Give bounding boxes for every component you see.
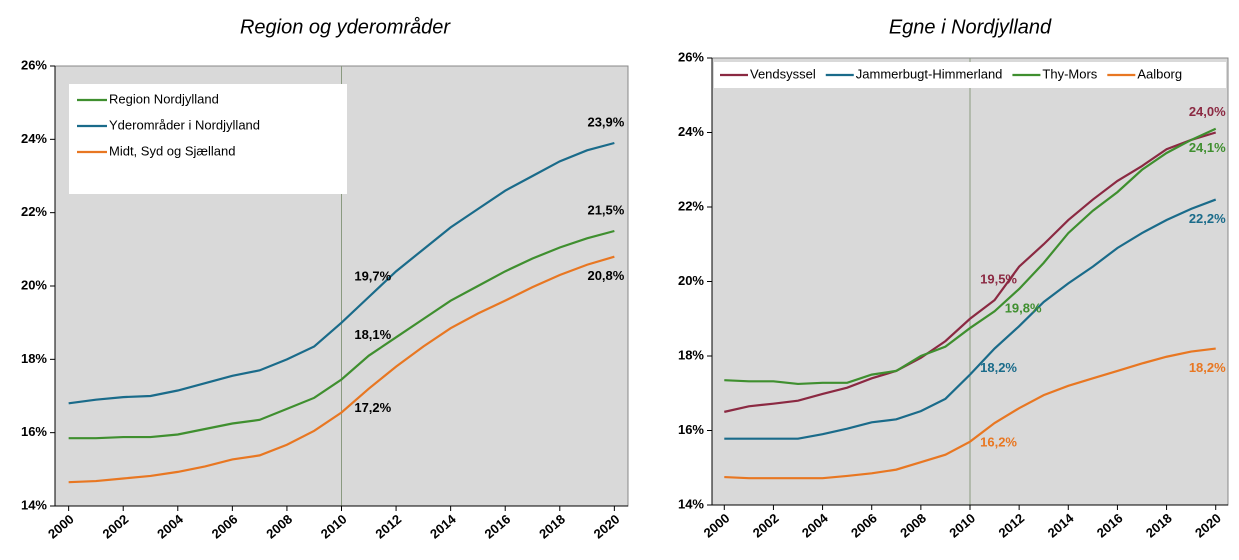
x-tick-label: 2020 [1192,510,1224,540]
x-tick-label: 2008 [263,511,295,541]
value-label: 24,1% [1189,140,1226,155]
x-tick-label: 2016 [1094,510,1126,540]
y-tick-label: 20% [678,273,704,288]
y-tick-label: 16% [21,424,47,439]
x-tick-label: 2002 [100,511,132,541]
x-tick-label: 2004 [154,511,186,542]
series-line [724,347,1216,480]
x-tick-label: 2020 [591,511,623,541]
x-tick-label: 2016 [482,511,514,541]
value-label: 19,8% [1005,300,1042,315]
x-tick-label: 2010 [318,511,350,541]
value-label: 16,2% [980,434,1017,449]
legend-label: Region Nordjylland [109,91,219,106]
series-line [724,198,1217,440]
value-label: 21,5% [587,202,624,217]
value-label: 24,0% [1189,104,1226,119]
x-tick-label: 2014 [1045,510,1077,541]
y-tick-label: 26% [678,49,704,64]
value-label: 22,2% [1189,211,1226,226]
y-tick-label: 20% [21,277,47,292]
series-line [724,127,1217,386]
value-label: 23,9% [587,114,624,129]
legend-box [69,84,347,194]
x-tick-label: 2012 [995,510,1027,540]
legend-label: Vendsyssel [750,66,816,81]
legend-box [714,62,1226,88]
x-tick-label: 2006 [209,511,241,541]
chart-title: Egne i Nordjylland [889,16,1052,38]
legend-label: Thy-Mors [1042,66,1097,81]
y-tick-label: 22% [21,204,47,219]
series-line [724,131,1217,413]
y-tick-label: 22% [678,198,704,213]
value-label: 19,5% [980,272,1017,287]
series-line [68,229,615,440]
x-tick-label: 2004 [799,510,831,541]
x-tick-label: 2006 [848,510,880,540]
value-label: 18,2% [1189,360,1226,375]
y-tick-label: 14% [21,497,47,512]
series-line [68,141,615,405]
y-tick-label: 26% [21,57,47,72]
value-label: 19,7% [354,268,391,283]
value-label: 20,8% [587,268,624,283]
value-label: 18,2% [980,360,1017,375]
y-tick-label: 18% [21,351,47,366]
y-tick-label: 14% [678,496,704,511]
value-label: 17,2% [354,400,391,415]
y-tick-label: 18% [678,347,704,362]
legend-label: Jammerbugt-Himmerland [856,66,1003,81]
x-tick-label: 2014 [427,511,459,542]
series-line [68,255,615,484]
legend-label: Aalborg [1137,66,1182,81]
x-tick-label: 2000 [45,511,77,541]
legend-label: Yderområder i Nordjylland [109,117,260,132]
x-tick-label: 2012 [372,511,404,541]
legend-label: Midt, Syd og Sjælland [109,143,235,158]
x-tick-label: 2002 [750,510,782,540]
y-tick-label: 24% [678,124,704,139]
y-tick-label: 24% [21,131,47,146]
x-tick-label: 2018 [1143,510,1175,540]
x-tick-label: 2010 [946,510,978,540]
x-tick-label: 2018 [536,511,568,541]
chart-title: Region og yderområder [240,16,451,38]
y-tick-label: 16% [678,422,704,437]
value-label: 18,1% [354,327,391,342]
x-tick-label: 2000 [701,510,733,540]
x-tick-label: 2008 [897,510,929,540]
